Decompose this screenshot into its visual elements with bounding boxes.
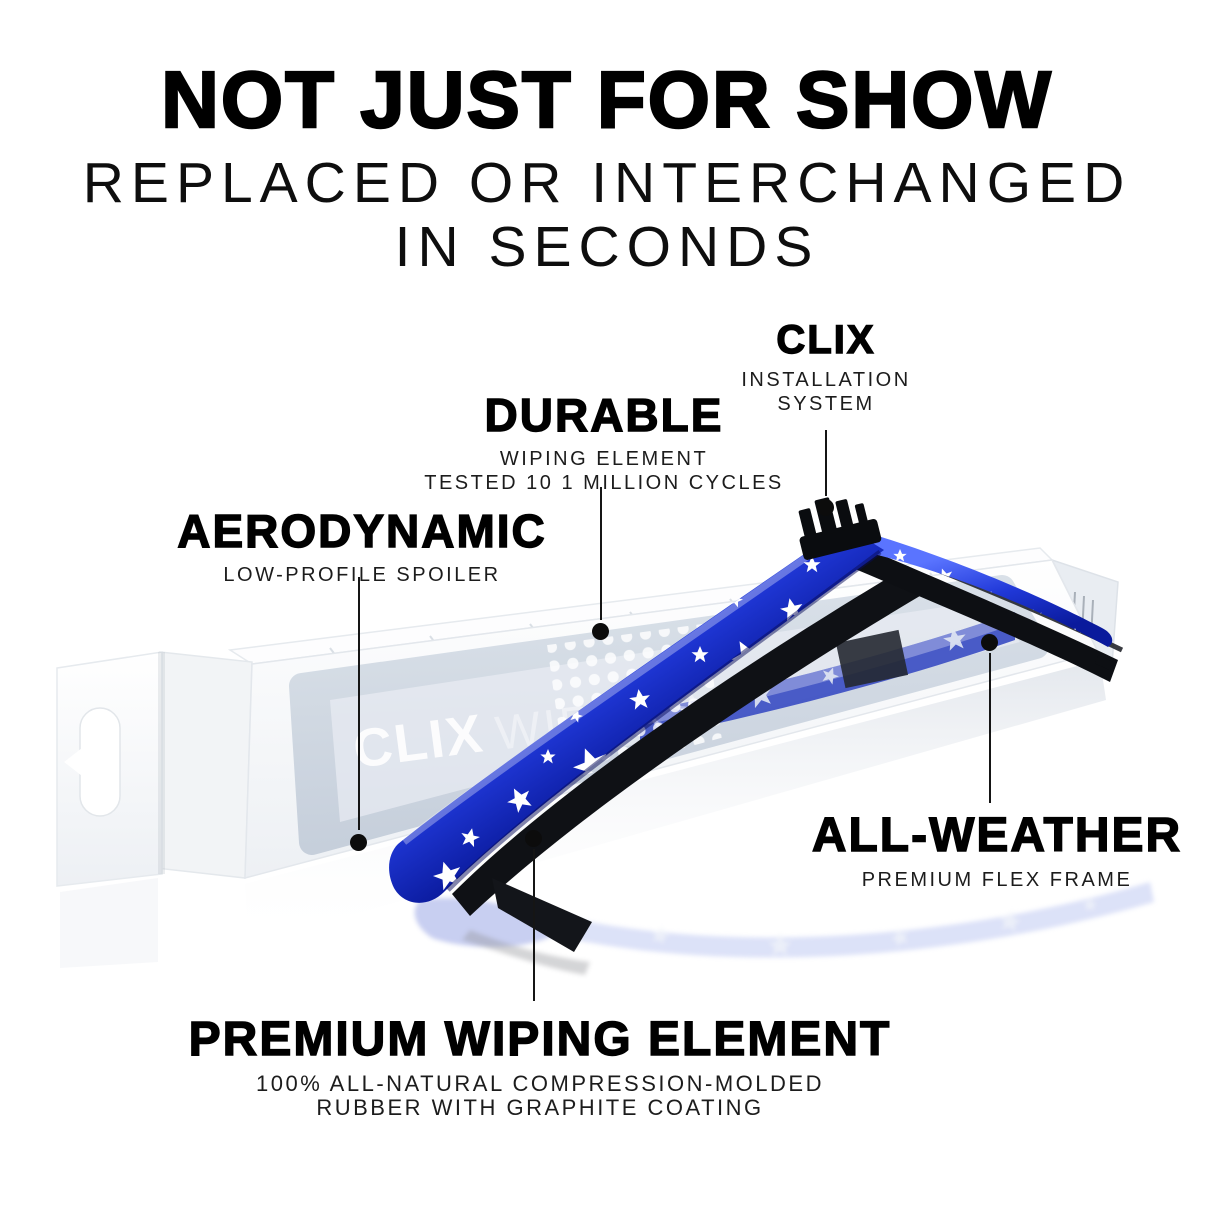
callout-clix-title: CLIX [776,317,876,362]
callout-premium-wiping-title: PREMIUM WIPING ELEMENT [188,1012,892,1066]
page-subtitle-line2: IN SECONDS [394,215,820,279]
hang-tab-reflection [60,878,158,968]
callout-durable-title: DURABLE [484,388,724,441]
leader-line-aerodynamic [358,577,360,830]
callout-dot-durable [592,623,609,640]
leader-line-clix [825,430,827,496]
callout-aerodynamic-line1: LOW-PROFILE SPOILER [223,564,501,586]
blade-rubber-tip-stack [492,878,592,952]
callout-premium-wiping: PREMIUM WIPING ELEMENT 100% ALL-NATURAL … [188,1012,892,1120]
callout-aerodynamic-title: AERODYNAMIC [177,504,547,557]
callout-clix-line2: SYSTEM [777,393,875,415]
callout-durable-line1: WIPING ELEMENT [499,448,709,470]
callout-dot-aerodynamic [350,834,367,851]
hang-tab-fold-shadow [158,652,165,874]
hang-hole [64,707,121,817]
callout-dot-all-weather [981,634,998,651]
leader-line-durable [600,487,602,620]
page-subtitle-line1: REPLACED OR INTERCHANGED [82,151,1132,215]
blade-highlight [401,531,842,845]
page-title: NOT JUST FOR SHOW [160,54,1053,145]
product-scene: CLIX WIPERS [56,497,1154,975]
blade-frame-tooth [1094,655,1113,670]
callout-clix: CLIX INSTALLATION SYSTEM [741,317,911,416]
blade-rubber-left [452,566,930,916]
callout-clix-line1: INSTALLATION [741,369,911,391]
blade-reflection [414,882,1154,975]
wiper-blade [389,497,1124,952]
blade-lower-edge-shade [446,549,882,892]
callout-dot-clix [817,499,834,516]
callout-aerodynamic: AERODYNAMIC LOW-PROFILE SPOILER [177,504,547,587]
callout-all-weather-line1: PREMIUM FLEX FRAME [861,869,1133,891]
blade-frame-right [848,544,1118,682]
callout-premium-wiping-line2: RUBBER WITH GRAPHITE COATING [316,1095,764,1120]
callout-premium-wiping-line1: 100% ALL-NATURAL COMPRESSION-MOLDED [256,1071,824,1096]
callout-dot-premium-wiping [525,830,542,847]
leader-line-premium-wiping [533,849,535,1001]
box-side-flap [155,651,253,879]
leader-line-all-weather [989,653,991,803]
packaged-blade-adapter [835,629,909,689]
clix-adapter [798,497,882,560]
callout-durable-line2: TESTED 10 1 MILLION CYCLES [424,472,784,494]
callout-all-weather: ALL-WEATHER PREMIUM FLEX FRAME [811,808,1183,892]
callout-all-weather-title: ALL-WEATHER [811,808,1183,862]
callout-durable: DURABLE WIPING ELEMENT TESTED 10 1 MILLI… [424,388,784,495]
